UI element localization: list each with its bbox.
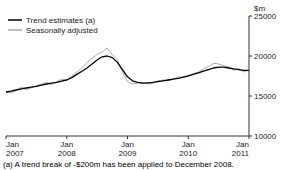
x-tick-label: Jan2007	[6, 140, 24, 158]
y-axis-line	[249, 16, 250, 136]
y-tick-label: 10000	[254, 132, 277, 141]
x-tick	[188, 136, 189, 139]
y-tick-label: 20000	[254, 52, 277, 61]
y-tick-label: 25000	[254, 12, 277, 21]
chart: 10000 15000 20000 25000$m Jan2007 Jan2008 Jan2…	[0, 0, 283, 170]
y-tick	[249, 96, 252, 97]
x-tick	[127, 136, 128, 139]
legend-swatch	[8, 19, 22, 21]
x-tick	[6, 136, 7, 139]
x-tick-label: Jan2008	[58, 140, 76, 158]
x-tick	[66, 136, 67, 139]
series-line	[6, 56, 249, 92]
y-tick-label: 15000	[254, 92, 277, 101]
legend: Trend estimates (a)Seasonally adjusted	[8, 16, 98, 35]
y-axis-label: $m	[254, 4, 265, 13]
legend-label: Trend estimates (a)	[26, 16, 95, 25]
legend-label: Seasonally adjusted	[26, 26, 98, 35]
x-tick-label: Jan2011	[232, 140, 250, 158]
legend-swatch	[8, 29, 22, 31]
x-tick-label: Jan2009	[119, 140, 137, 158]
footnote: (a) A trend break of -$200m has been app…	[3, 160, 234, 169]
y-tick	[249, 16, 252, 17]
x-tick-label: Jan2010	[179, 140, 197, 158]
plot-area	[6, 48, 249, 93]
series-line	[6, 48, 249, 93]
x-tick	[249, 136, 250, 139]
y-tick	[249, 56, 252, 57]
